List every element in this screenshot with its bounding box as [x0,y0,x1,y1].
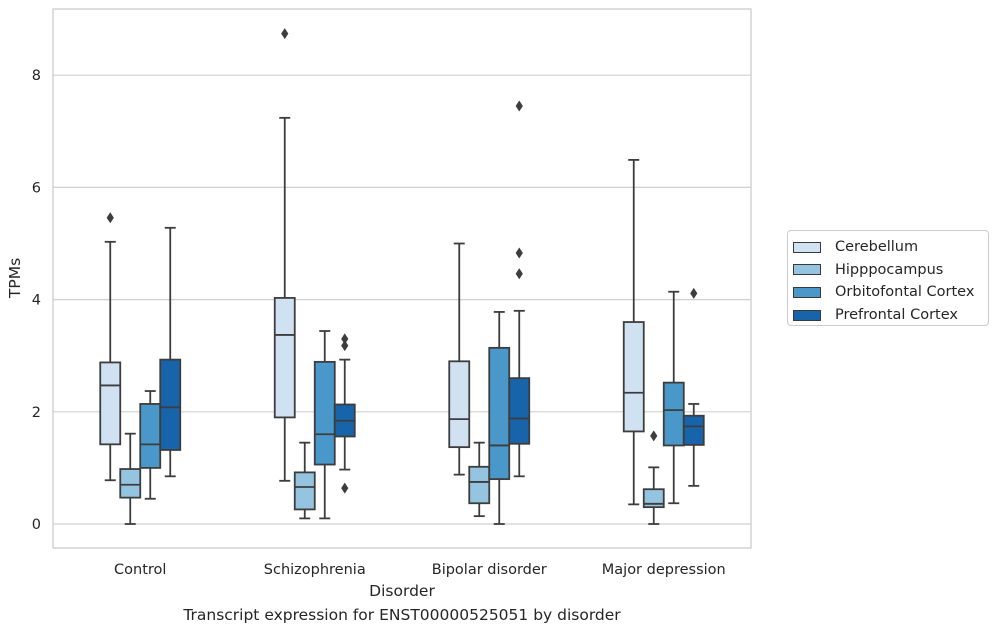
box-groups [99,28,705,525]
box-iqr [139,403,162,469]
box-iqr [273,297,296,419]
outlier-point [341,333,349,345]
legend: Cerebellum Hipppocampus Orbitofontal Cor… [787,230,989,326]
y-tick-label-6: 6 [32,180,41,196]
box-3-1 [642,430,665,525]
box-1-0 [273,28,296,482]
x-axis-label: Disorder [369,582,435,600]
box-iqr [293,471,316,511]
legend-item-prefrontal: Prefrontal Cortex [793,304,988,327]
box-iqr [448,360,471,449]
legend-item-hippocampus: Hipppocampus [793,259,988,282]
legend-label-prefrontal: Prefrontal Cortex [835,307,958,324]
box-3-2 [662,290,685,505]
legend-item-cerebellum: Cerebellum [793,236,988,259]
outlier-point [106,212,114,224]
legend-item-orbitofrontal: Orbitofontal Cortex [793,281,988,304]
legend-swatch-cerebellum [793,241,821,253]
box-1-2 [313,330,336,520]
legend-label-orbitofrontal: Orbitofontal Cortex [835,284,975,301]
outlier-point [341,340,349,352]
y-axis-label: TPMs [6,258,24,299]
outlier-point [515,247,523,259]
box-3-3 [682,287,705,487]
y-tick-label-2: 2 [32,405,41,421]
x-tick-label-0: Control [114,562,166,578]
outlier-point [341,482,349,494]
box-1-1 [293,441,316,520]
legend-label-hippocampus: Hipppocampus [835,261,944,278]
outlier-point [281,28,289,40]
box-0-2 [139,390,162,500]
y-tick-label-4: 4 [32,293,41,309]
box-iqr [99,361,122,446]
box-2-0 [448,242,471,476]
axis-ticks: 0 2 4 6 8 Control Schizophrenia Bipolar disorde… [32,68,726,578]
box-iqr [508,377,531,445]
box-iqr [468,465,491,505]
box-2-2 [488,311,511,525]
box-0-3 [159,226,182,478]
y-tick-label-0: 0 [32,517,41,533]
outlier-point [515,268,523,280]
legend-swatch-orbitofrontal [793,286,821,298]
outlier-point [690,287,698,299]
legend-swatch-hippocampus [793,264,821,276]
box-iqr [119,468,142,499]
box-0-1 [119,432,142,525]
x-tick-label-1: Schizophrenia [264,562,366,578]
legend-label-cerebellum: Cerebellum [835,239,919,256]
outlier-point [650,430,658,442]
plot-frame [52,8,752,549]
chart-caption: Transcript expression for ENST0000052505… [183,606,621,624]
box-iqr [662,381,685,447]
box-iqr [642,488,665,509]
box-iqr [622,321,645,433]
box-0-0 [99,212,122,482]
box-iqr [159,358,182,451]
box-iqr [488,346,511,481]
box-1-3 [333,333,356,494]
x-tick-label-3: Major depression [602,562,726,578]
outlier-point [515,100,523,112]
legend-swatch-prefrontal [793,309,821,321]
y-tick-label-8: 8 [32,68,41,84]
box-3-0 [622,159,645,506]
box-iqr [313,360,336,466]
x-tick-label-2: Bipolar disorder [432,562,547,578]
box-2-3 [508,100,531,478]
box-iqr [682,414,705,446]
box-2-1 [468,441,491,518]
